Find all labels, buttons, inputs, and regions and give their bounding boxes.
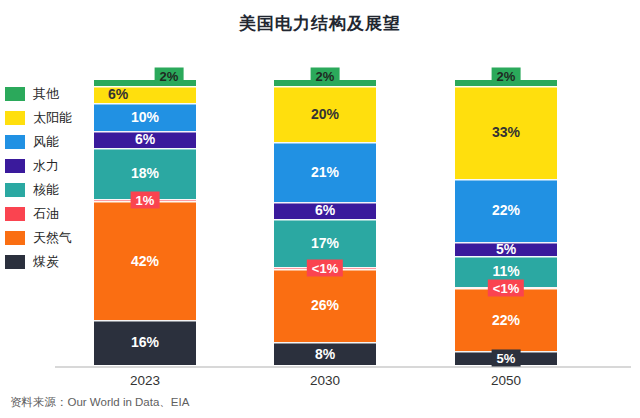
segment-label-核能-2030: 17% bbox=[311, 236, 339, 250]
segment-label-煤炭-2030: 8% bbox=[315, 347, 335, 361]
segment-label-水力-2050: 5% bbox=[496, 242, 516, 256]
plot-area: 2%6%10%6%18%1%42%16%20232%20%21%6%17%<1%… bbox=[0, 0, 640, 418]
x-axis-label-2030: 2030 bbox=[274, 373, 376, 388]
bar-2023: 2%6%10%6%18%1%42%16% bbox=[94, 80, 196, 365]
segment-label-石油-2050: <1% bbox=[488, 279, 524, 296]
segment-label-煤炭-2023: 16% bbox=[131, 335, 159, 349]
source-note: 资料来源：Our World in Data、EIA bbox=[10, 395, 189, 410]
segment-label-天然气-2050: 22% bbox=[492, 313, 520, 327]
segment-label-太阳能-2030: 20% bbox=[311, 107, 339, 121]
segment-label-其他-2050: 2% bbox=[492, 68, 521, 85]
segment-label-太阳能-2050: 33% bbox=[492, 125, 520, 139]
segment-label-风能-2023: 10% bbox=[131, 110, 159, 124]
segment-label-核能-2050: 11% bbox=[492, 264, 519, 278]
segment-label-天然气-2030: 26% bbox=[311, 298, 339, 312]
x-axis-label-2050: 2050 bbox=[455, 373, 557, 388]
segment-label-石油-2023: 1% bbox=[131, 191, 160, 208]
segment-label-水力-2030: 6% bbox=[315, 203, 335, 217]
bar-2050: 2%33%22%5%11%<1%22%5% bbox=[455, 80, 557, 365]
segment-label-风能-2030: 21% bbox=[311, 165, 339, 179]
x-axis-line bbox=[55, 366, 631, 368]
segment-label-太阳能-2023: 6% bbox=[108, 87, 128, 101]
x-axis-label-2023: 2023 bbox=[94, 373, 196, 388]
segment-label-其他-2023: 2% bbox=[155, 68, 184, 85]
segment-label-煤炭-2050: 5% bbox=[492, 349, 521, 366]
segment-label-其他-2030: 2% bbox=[311, 68, 340, 85]
bar-2030: 2%20%21%6%17%<1%26%8% bbox=[274, 80, 376, 365]
segment-label-石油-2030: <1% bbox=[307, 259, 343, 276]
segment-label-风能-2050: 22% bbox=[492, 203, 520, 217]
segment-label-天然气-2023: 42% bbox=[131, 254, 159, 268]
segment-label-水力-2023: 6% bbox=[135, 132, 155, 146]
segment-label-核能-2023: 18% bbox=[131, 166, 159, 180]
